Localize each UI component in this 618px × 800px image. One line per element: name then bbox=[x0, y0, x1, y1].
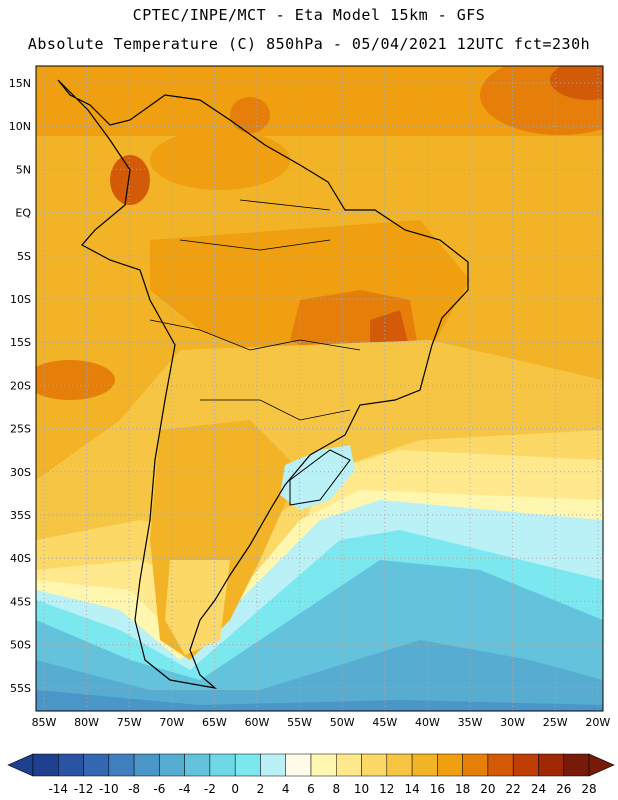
lon-label: 80W bbox=[74, 716, 99, 729]
colorbar-swatch bbox=[58, 753, 84, 777]
lat-label: 15N bbox=[9, 77, 31, 90]
map-field bbox=[36, 66, 603, 711]
colorbar-tick-label: 24 bbox=[531, 782, 546, 796]
colorbar-swatch bbox=[234, 753, 261, 777]
lon-label: 55W bbox=[287, 716, 312, 729]
latitude-labels: 15N 10N 5N EQ 5S 10S 15S 20S 25S 30S 35S 40S 45S 50S 5… bbox=[9, 77, 32, 695]
lon-label: 60W bbox=[245, 716, 270, 729]
chart-title: CPTEC/INPE/MCT - Eta Model 15km - GFS bbox=[132, 6, 486, 24]
lat-label: 35S bbox=[10, 509, 31, 522]
colorbar-tick-label: 22 bbox=[506, 782, 521, 796]
colorbar-swatch bbox=[386, 753, 413, 777]
lat-label: 15S bbox=[10, 336, 31, 349]
colorbar-swatch bbox=[512, 753, 539, 777]
lat-label: 40S bbox=[10, 552, 31, 565]
country-borders bbox=[149, 199, 361, 421]
lat-label: 10S bbox=[10, 293, 31, 306]
colorbar-tick-label: -14 bbox=[48, 782, 68, 796]
colorbar-swatch bbox=[462, 753, 489, 777]
coastline bbox=[57, 79, 469, 689]
lon-label: 30W bbox=[500, 716, 525, 729]
colorbar-tick-label: -8 bbox=[128, 782, 140, 796]
colorbar-swatch bbox=[310, 753, 337, 777]
lon-label: 35W bbox=[458, 716, 483, 729]
colorbar-swatch bbox=[159, 753, 185, 777]
colorbar-tick-label: -12 bbox=[74, 782, 94, 796]
graticule bbox=[36, 66, 603, 711]
lon-label: 50W bbox=[330, 716, 355, 729]
colorbar-swatch bbox=[336, 753, 362, 777]
colorbar-swatch bbox=[411, 753, 438, 777]
colorbar-swatch bbox=[133, 753, 160, 777]
lat-label: 5S bbox=[17, 250, 31, 263]
colorbar-swatch bbox=[437, 753, 463, 777]
chart-subtitle: Absolute Temperature (C) 850hPa - 05/04/… bbox=[27, 35, 591, 53]
lon-label: 85W bbox=[32, 716, 57, 729]
colorbar-swatch bbox=[32, 753, 59, 777]
lon-label: 75W bbox=[117, 716, 142, 729]
map-frame bbox=[35, 65, 604, 712]
lat-label: 5N bbox=[16, 163, 31, 176]
colorbar-arrow-right bbox=[588, 753, 615, 777]
colorbar-tick-label: -10 bbox=[99, 782, 119, 796]
colorbar-tick-label: 10 bbox=[354, 782, 369, 796]
colorbar-tick-label: -4 bbox=[179, 782, 191, 796]
lon-label: 70W bbox=[159, 716, 184, 729]
colorbar: -14 -12 -10 -8 -6 -4 -2 0 2 4 6 8 10 12 14 16 18 20 22 24 26… bbox=[7, 753, 615, 796]
colorbar-tick-label: 16 bbox=[430, 782, 445, 796]
colorbar-tick-label: 2 bbox=[257, 782, 265, 796]
colorbar-swatch bbox=[361, 753, 388, 777]
colorbar-tick-label: 8 bbox=[332, 782, 340, 796]
lon-label: 65W bbox=[202, 716, 227, 729]
colorbar-tick-label: 20 bbox=[480, 782, 495, 796]
colorbar-tick-label: 6 bbox=[307, 782, 315, 796]
colorbar-tick-label: 14 bbox=[404, 782, 419, 796]
colorbar-swatch bbox=[184, 753, 211, 777]
lon-label: 20W bbox=[585, 716, 610, 729]
lat-label: EQ bbox=[15, 207, 31, 220]
colorbar-arrow-left bbox=[7, 753, 34, 777]
lat-label: 20S bbox=[10, 379, 31, 392]
colorbar-swatch bbox=[108, 753, 135, 777]
colorbar-swatch bbox=[563, 753, 590, 777]
colorbar-tick-label: -6 bbox=[153, 782, 165, 796]
colorbar-tick-label: -2 bbox=[204, 782, 216, 796]
lon-label: 25W bbox=[543, 716, 568, 729]
colorbar-swatch bbox=[260, 753, 286, 777]
colorbar-swatch bbox=[83, 753, 110, 777]
lon-label: 45W bbox=[372, 716, 397, 729]
lat-label: 50S bbox=[10, 639, 31, 652]
colorbar-tick-label: 4 bbox=[282, 782, 290, 796]
lon-label: 40W bbox=[415, 716, 440, 729]
lat-label: 45S bbox=[10, 595, 31, 608]
lat-label: 30S bbox=[10, 466, 31, 479]
lat-label: 55S bbox=[10, 682, 31, 695]
colorbar-swatch bbox=[538, 753, 564, 777]
colorbar-tick-label: 0 bbox=[231, 782, 239, 796]
lat-label: 25S bbox=[10, 423, 31, 436]
colorbar-tick-label: 18 bbox=[455, 782, 470, 796]
rio-de-la-plata bbox=[289, 449, 351, 506]
colorbar-swatch bbox=[209, 753, 236, 777]
colorbar-swatch bbox=[487, 753, 514, 777]
lat-label: 10N bbox=[9, 120, 31, 133]
longitude-labels: 85W 80W 75W 70W 65W 60W 55W 50W 45W 40W 35W 30W 25W 2… bbox=[32, 716, 611, 729]
colorbar-tick-label: 12 bbox=[379, 782, 394, 796]
colorbar-swatch bbox=[285, 753, 312, 777]
colorbar-tick-label: 28 bbox=[581, 782, 596, 796]
colorbar-tick-label: 26 bbox=[556, 782, 571, 796]
